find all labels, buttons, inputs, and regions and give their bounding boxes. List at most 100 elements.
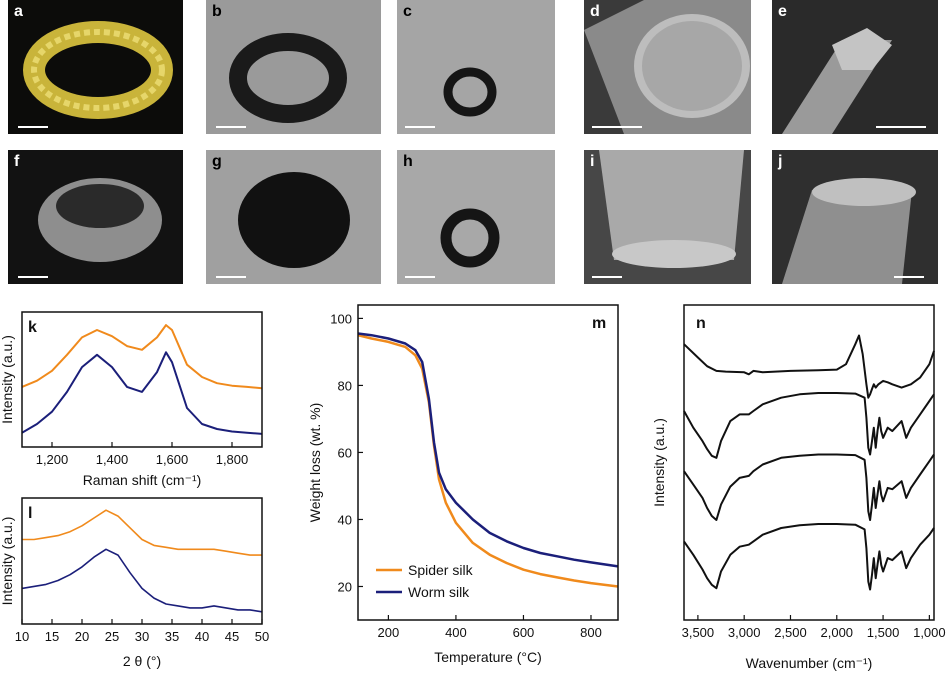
x-tick-label: 200 — [378, 625, 400, 640]
plot-frame — [21, 497, 263, 625]
sem-fractured-fiber-image — [782, 28, 892, 134]
sem-fiber-cross-section-image — [584, 0, 751, 134]
series-line-2 — [21, 351, 263, 435]
x-tick-label: 1,800 — [216, 452, 249, 467]
y-tick-label: 20 — [338, 579, 352, 594]
sem-fiber-cylinder-image — [599, 150, 744, 268]
x-tick-label: 35 — [165, 629, 179, 644]
chart-m-tga: 200 400 600 800 20 40 60 80 100 Temperature (°C) W… — [296, 300, 636, 678]
x-axis-title: Wavenumber (cm⁻¹) — [746, 655, 873, 671]
photo-worm-silk-ring: f — [8, 150, 183, 284]
panel-label-b: b — [212, 3, 222, 20]
panel-label-m: m — [592, 315, 606, 332]
plot-frame — [21, 311, 263, 448]
panel-label-e: e — [778, 3, 787, 20]
white-silk-ring-image — [38, 178, 162, 262]
scale-bar — [216, 126, 246, 128]
x-axis-title: Raman shift (cm⁻¹) — [83, 472, 202, 488]
small-black-ring-image — [440, 208, 500, 268]
x-tick-label: 1,200 — [36, 452, 69, 467]
panel-label-j: j — [778, 153, 783, 170]
panel-label-g: g — [212, 153, 222, 170]
scale-bar — [18, 126, 48, 128]
small-black-ring-image — [443, 67, 497, 117]
plot-frame — [357, 304, 619, 621]
x-tick-label: 20 — [75, 629, 89, 644]
panel-label-k: k — [28, 319, 37, 336]
x-tick-label: 45 — [225, 629, 239, 644]
legend-label: Spider silk — [408, 562, 474, 578]
sem-fiber-end-d: d — [584, 0, 751, 134]
scale-bar — [592, 126, 642, 128]
sem-fiber-side-i: i — [584, 150, 751, 284]
sem-fiber-end-e: e — [772, 0, 938, 134]
x-tick-label: 400 — [445, 625, 467, 640]
chart-n-ftir: 3,500 3,000 2,500 2,000 1,500 1,000 Wavenumber… — [648, 300, 946, 678]
series-line-2 — [21, 548, 263, 613]
x-axis-title: Temperature (°C) — [434, 649, 542, 665]
chart-k-raman: 1,200 1,400 1,600 1,800 Raman shift (cm⁻¹) In… — [0, 300, 290, 490]
series-line-2 — [683, 392, 935, 459]
y-tick-label: 40 — [338, 512, 352, 527]
photo-spider-silk-ring: a — [8, 0, 183, 134]
y-axis-title: Weight loss (wt. %) — [307, 403, 323, 523]
series-line-1 — [21, 324, 263, 390]
x-tick-label: 15 — [45, 629, 59, 644]
x-tick-label: 1,500 — [867, 625, 900, 640]
photo-carbonized-ring-h: h — [397, 150, 555, 284]
panel-label-f: f — [14, 153, 20, 170]
y-tick-label: 60 — [338, 445, 352, 460]
panel-label-i: i — [590, 153, 595, 170]
x-tick-label: 1,400 — [96, 452, 129, 467]
tga-plot: 200 400 600 800 20 40 60 80 100 Temperature (°C) W… — [307, 304, 619, 665]
x-tick-label: 2,500 — [774, 625, 807, 640]
scale-bar — [405, 126, 435, 128]
series-line-3 — [683, 453, 935, 521]
plot-frame — [683, 304, 935, 621]
black-cylinder-ring-image — [238, 172, 350, 268]
y-tick-label: 80 — [338, 378, 352, 393]
x-tick-label: 40 — [195, 629, 209, 644]
black-fiber-ring-image — [229, 33, 347, 123]
panel-label-c: c — [403, 3, 412, 20]
x-tick-label: 50 — [255, 629, 269, 644]
series-line-1 — [22, 509, 262, 556]
y-axis-title: Intensity (a.u.) — [0, 335, 15, 424]
x-tick-label: 3,500 — [682, 625, 715, 640]
panel-label-h: h — [403, 153, 413, 170]
series-line-4 — [683, 523, 935, 591]
x-tick-label: 30 — [135, 629, 149, 644]
chart-l-xrd: 10 15 20 25 30 35 40 45 50 2 θ (°) Intensity (a.u.… — [0, 490, 290, 678]
sem-grooved-fiber-image — [782, 178, 916, 284]
photo-carbonized-ring-b: b — [206, 0, 381, 134]
x-tick-label: 800 — [580, 625, 602, 640]
x-tick-label: 1,000 — [913, 625, 946, 640]
x-tick-label: 10 — [15, 629, 29, 644]
scale-bar — [216, 276, 246, 278]
scale-bar — [894, 276, 924, 278]
raman-plot: 1,200 1,400 1,600 1,800 Raman shift (cm⁻¹) In… — [0, 311, 263, 488]
xrd-plot: 10 15 20 25 30 35 40 45 50 2 θ (°) Intensity (a.u.… — [0, 497, 269, 669]
scale-bar — [18, 276, 48, 278]
y-axis-title: Intensity (a.u.) — [0, 517, 15, 606]
photo-carbonized-ring-c: c — [397, 0, 555, 134]
x-tick-label: 1,600 — [156, 452, 189, 467]
sem-fiber-end-j: j — [772, 150, 938, 284]
scale-bar — [876, 126, 926, 128]
x-tick-label: 3,000 — [728, 625, 761, 640]
series-line-worm-silk — [357, 332, 619, 568]
x-tick-label: 25 — [105, 629, 119, 644]
panel-label-l: l — [28, 505, 32, 522]
panel-label-a: a — [14, 3, 23, 20]
x-axis-title: 2 θ (°) — [123, 653, 161, 669]
scale-bar — [592, 276, 622, 278]
panel-label-d: d — [590, 3, 600, 20]
scale-bar — [405, 276, 435, 278]
panel-label-n: n — [696, 315, 706, 332]
series-line-1 — [683, 334, 935, 399]
y-axis-title: Intensity (a.u.) — [651, 418, 667, 507]
x-tick-label: 600 — [513, 625, 535, 640]
yellow-silk-ring-image — [23, 21, 173, 119]
legend-label: Worm silk — [408, 584, 470, 600]
y-tick-label: 100 — [330, 311, 352, 326]
